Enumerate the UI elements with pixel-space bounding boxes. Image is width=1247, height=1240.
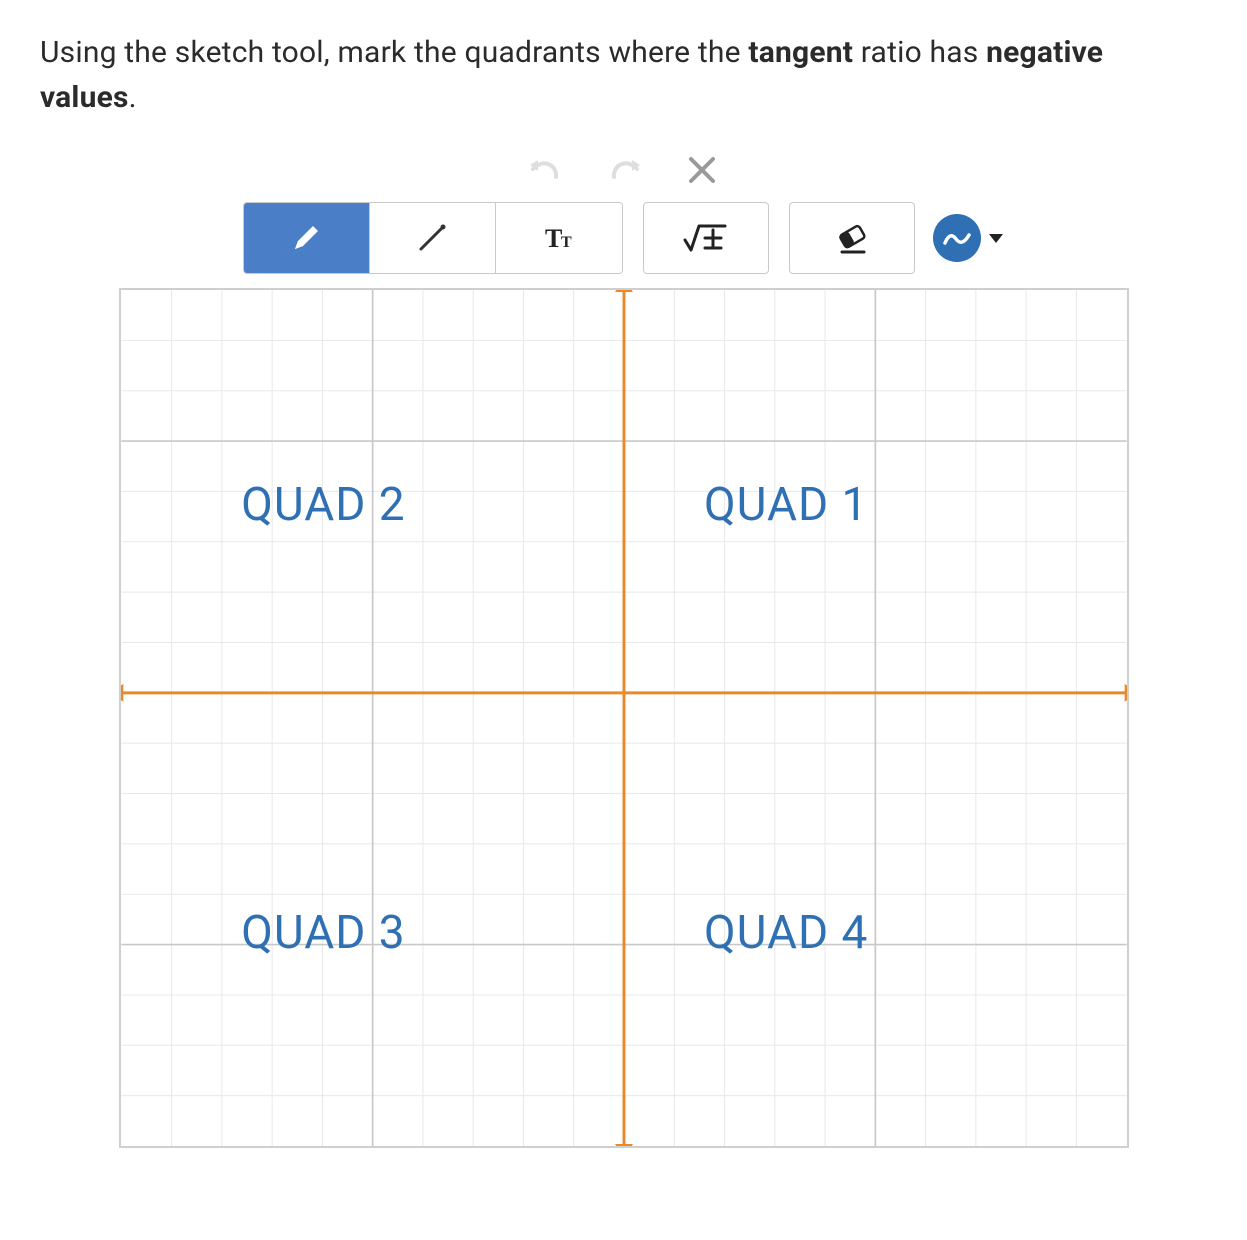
line-icon (412, 218, 452, 258)
chevron-down-icon (987, 232, 1005, 244)
sqrt-icon (681, 220, 731, 256)
svg-text:T: T (545, 224, 562, 253)
eraser-tool[interactable] (789, 202, 915, 274)
prompt-mid: ratio has (853, 35, 986, 70)
redo-button[interactable] (602, 148, 646, 192)
prompt-bold-1: tangent (748, 35, 853, 70)
prompt-pre: Using the sketch tool, mark the quadrant… (40, 35, 748, 70)
quadrant-3-label: QUAD 3 (241, 906, 405, 960)
history-row (40, 148, 1207, 192)
sketch-toolbar: T T (40, 202, 1207, 274)
text-tool[interactable]: T T (496, 203, 622, 273)
svg-text:T: T (561, 234, 572, 251)
squiggle-icon (942, 227, 972, 249)
tool-group-draw: T T (243, 202, 623, 274)
quadrant-1-label: QUAD 1 (704, 478, 868, 532)
quadrant-2-label: QUAD 2 (241, 478, 405, 532)
color-picker[interactable] (933, 214, 981, 262)
eraser-icon (832, 218, 872, 258)
line-tool[interactable] (370, 203, 496, 273)
math-tool[interactable] (643, 202, 769, 274)
pencil-icon (289, 221, 323, 255)
color-picker-caret[interactable] (987, 229, 1005, 248)
undo-icon (526, 155, 566, 185)
prompt-post: . (129, 80, 137, 115)
close-icon (686, 154, 718, 186)
clear-button[interactable] (680, 148, 724, 192)
pencil-tool[interactable] (244, 203, 370, 273)
coordinate-plane[interactable]: QUAD 1 QUAD 2 QUAD 3 QUAD 4 (119, 288, 1129, 1148)
undo-button[interactable] (524, 148, 568, 192)
question-prompt: Using the sketch tool, mark the quadrant… (40, 30, 1207, 120)
text-icon: T T (539, 221, 579, 255)
graph-grid (121, 290, 1127, 1146)
redo-icon (604, 155, 644, 185)
quadrant-4-label: QUAD 4 (704, 906, 868, 960)
